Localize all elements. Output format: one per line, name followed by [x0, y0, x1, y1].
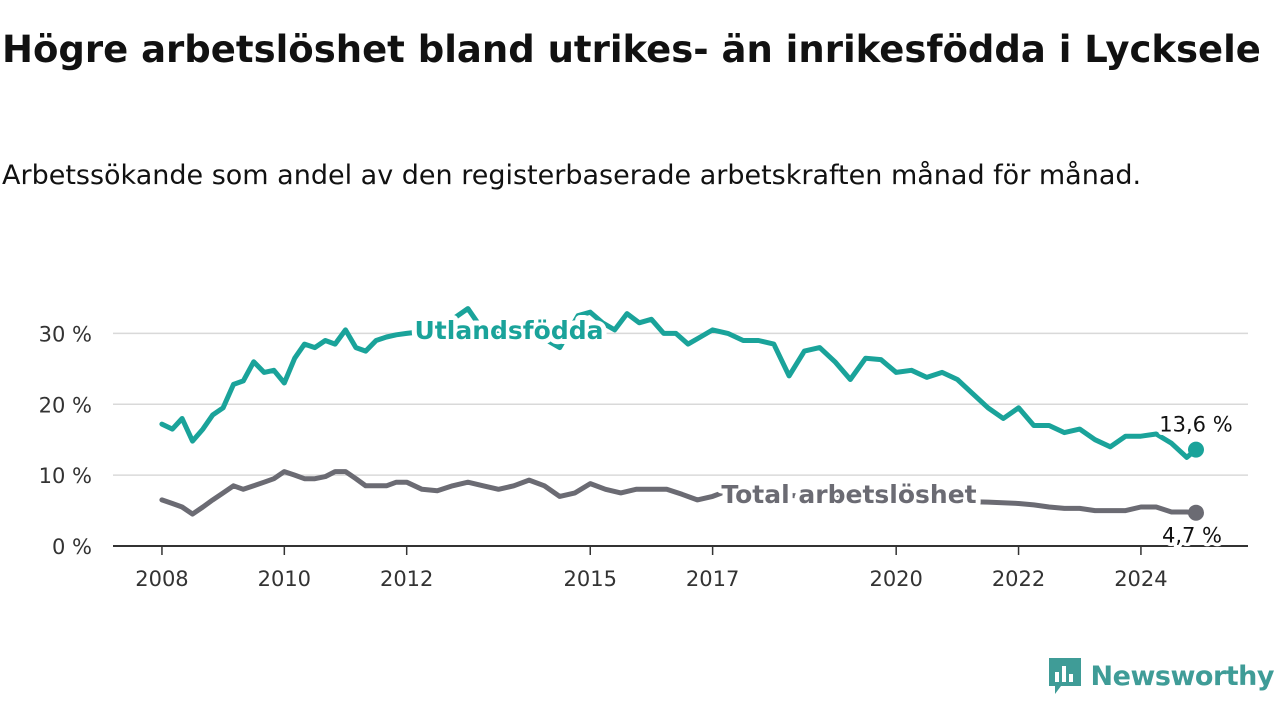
series-end-point — [1187, 504, 1204, 521]
chart-title: Högre arbetslöshet bland utrikes- än inr… — [2, 28, 1261, 71]
series-end-point — [1187, 441, 1204, 458]
y-tick-label: 20 % — [39, 393, 92, 417]
axes: 0 % 10 % 20 % 30 % 2008 2010 2012 2015 2017 2020 2… — [39, 322, 1248, 591]
x-tick-label: 2022 — [992, 567, 1045, 591]
x-tick-label: 2015 — [564, 567, 617, 591]
bar-chart-speech-bubble-icon — [1048, 658, 1081, 694]
newsworthy-logo: Newsworthy — [1047, 656, 1275, 696]
chart-subtitle: Arbetssökande som andel av den registerb… — [2, 160, 1142, 191]
y-tick-label: 30 % — [39, 322, 92, 346]
x-tick-label: 2008 — [135, 567, 188, 591]
x-tick-label: 2010 — [258, 567, 311, 591]
y-tick-label: 10 % — [39, 464, 92, 488]
x-tick-label: 2017 — [686, 567, 739, 591]
series-end-label: 4,7 % — [1162, 524, 1222, 548]
series-line-utlandsfodda — [159, 306, 1199, 460]
brand-name: Newsworthy — [1090, 660, 1275, 692]
x-tick-label: 2012 — [380, 567, 433, 591]
y-tick-label: 0 % — [52, 535, 92, 559]
series-line-total — [159, 469, 1199, 517]
series-name-label: Utlandsfödda — [415, 316, 604, 345]
series-labels: Utlandsfödda Total arbetslöshet 13,6 % 4,7 … — [410, 311, 1237, 551]
gridlines — [113, 332, 1248, 476]
x-tick-label: 2024 — [1114, 567, 1167, 591]
series-end-label: 13,6 % — [1159, 413, 1232, 437]
series-lines — [159, 306, 1204, 521]
series-name-label: Total arbetslöshet — [721, 480, 976, 509]
x-tick-label: 2020 — [869, 567, 922, 591]
